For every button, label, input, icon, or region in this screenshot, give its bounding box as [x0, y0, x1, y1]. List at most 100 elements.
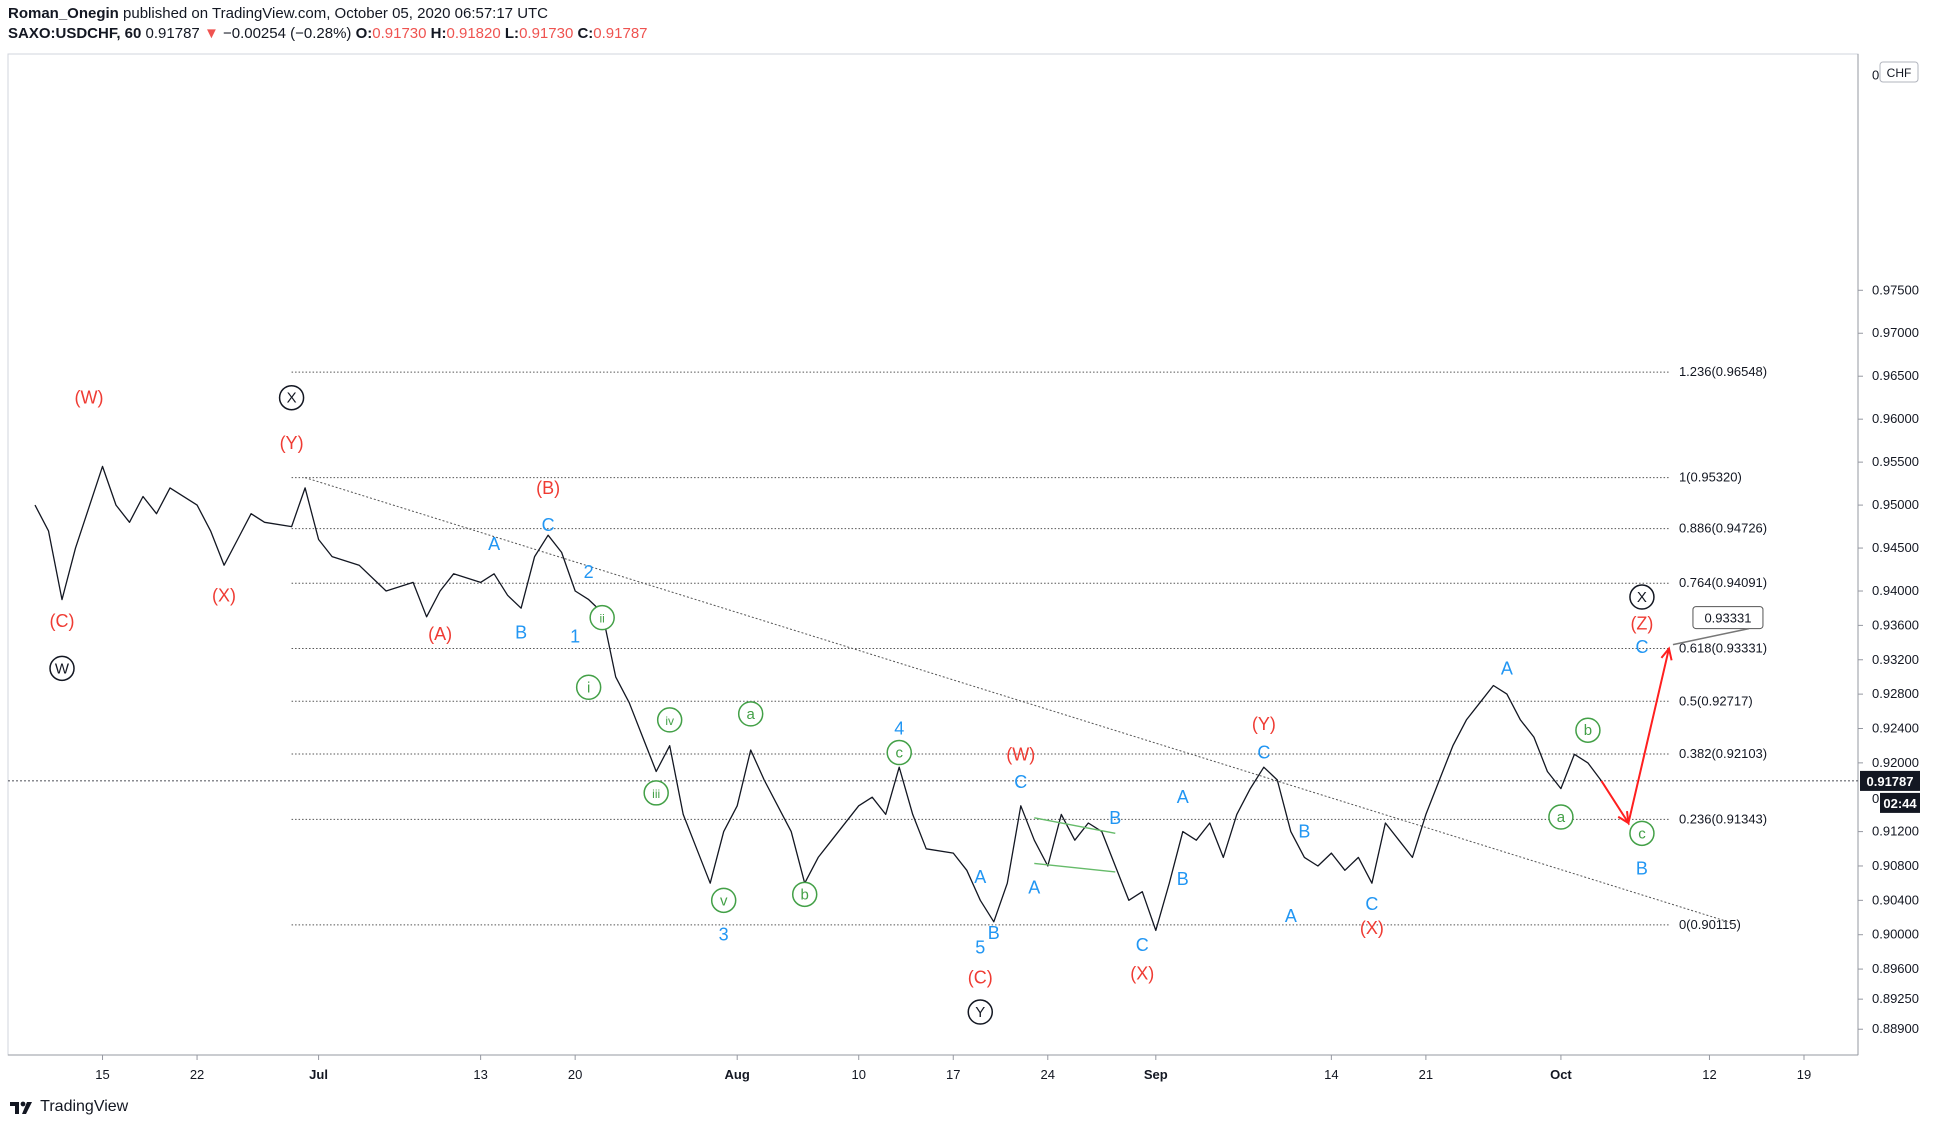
publish-line: Roman_Onegin published on TradingView.co…	[8, 4, 1408, 24]
projection-path	[1600, 648, 1670, 826]
wave-label-circle	[967, 999, 994, 1025]
x-tick-label: 19	[1797, 1067, 1811, 1082]
wave-label: b	[1584, 722, 1592, 739]
publisher-name[interactable]: Roman_Onegin	[8, 5, 119, 22]
wave-labels: (W)(C)W(X)X(Y)(A)AB(B)C21iiiiviiiv3ab4cA…	[49, 384, 1655, 1025]
y-tick-label: 0.93200	[1872, 652, 1919, 667]
wave-label: C	[1635, 637, 1648, 657]
wave-label: 3	[719, 925, 729, 945]
wave-label-circle	[1548, 804, 1574, 830]
trendline-layer	[304, 477, 1737, 925]
fib-level-label: 1(0.95320)	[1679, 470, 1742, 485]
y-tick-label: 0.96500	[1872, 368, 1919, 383]
down-arrow-icon: ▼	[203, 25, 219, 42]
open-label: O:	[355, 25, 373, 42]
wave-label-circle	[1629, 584, 1655, 610]
wave-label: 5	[975, 938, 985, 958]
projection-tag-pointer	[1672, 627, 1750, 646]
projection-arrowhead-up	[1660, 646, 1673, 661]
y-tick-label: 0.90800	[1872, 858, 1919, 873]
wave-label: (X)	[212, 585, 236, 605]
time-axis[interactable]: 15 22 Jul 13 20 Aug 10 17 24 Sep 14 21 Oct 12 19	[95, 1055, 1811, 1082]
wave-label: C	[1257, 743, 1270, 763]
wave-label-circle	[886, 739, 912, 766]
fib-level-label: 0.618(0.93331)	[1679, 640, 1767, 655]
x-tick-label: 13	[473, 1067, 487, 1082]
y-tick-label: 0.90000	[1872, 927, 1919, 942]
wave-label: (C)	[968, 968, 993, 988]
wave-label: B	[1177, 869, 1189, 889]
currency-badge: CHF	[1887, 66, 1912, 80]
price-label-box	[1860, 770, 1920, 791]
wave-label-circle	[278, 384, 305, 411]
price-label: 0.91787	[1867, 774, 1914, 789]
x-tick-label: 10	[851, 1067, 865, 1082]
fib-level-label: 0.764(0.94091)	[1679, 575, 1767, 590]
published-text: published on TradingView.com, October 05…	[123, 5, 549, 22]
projection-arrowhead-down	[1617, 810, 1630, 825]
wave-label-circle	[589, 604, 615, 631]
wave-label: B	[1109, 808, 1121, 828]
y-tick-label: 0.92400	[1872, 720, 1919, 735]
drawing-layer: 0.93331	[1034, 606, 1764, 873]
x-tick-label: 12	[1702, 1067, 1716, 1082]
x-tick-label: 20	[568, 1067, 582, 1082]
fibonacci-levels: 1.236(0.96548) 1(0.95320) 0.886(0.94726) 0.…	[291, 364, 1767, 932]
wave-label: iv	[665, 714, 674, 728]
wave-label: 2	[584, 562, 594, 582]
wave-label: iii	[652, 787, 660, 801]
triangle-line	[1034, 817, 1116, 835]
brand-name: TradingView	[40, 1098, 129, 1116]
symbol-label[interactable]: SAXO:USDCHF, 60	[8, 25, 142, 42]
y-tick-label: 0.94500	[1872, 540, 1919, 555]
countdown: 02:44	[1883, 796, 1917, 811]
wave-label: A	[1501, 658, 1513, 678]
wave-label: (Y)	[280, 433, 304, 453]
y-tick-label: 0.92800	[1872, 686, 1919, 701]
price-series-layer	[8, 465, 1858, 932]
wave-label: C	[542, 515, 555, 535]
wave-label: (Y)	[1252, 714, 1276, 734]
trendline	[304, 477, 1737, 925]
wave-label: A	[1177, 787, 1189, 807]
price-line	[34, 465, 1602, 932]
x-tick-label: 14	[1324, 1067, 1338, 1082]
wave-label: ii	[599, 612, 604, 626]
y-tick-label: 0.97500	[1872, 282, 1919, 297]
projection-tag-box	[1692, 606, 1764, 630]
footer-brand[interactable]: TradingView	[8, 1098, 128, 1116]
fib-level-label: 0.886(0.94726)	[1679, 521, 1767, 536]
wave-label-circle	[575, 674, 602, 701]
y-tick-label: 0.91200	[1872, 824, 1919, 839]
wave-label: c	[1638, 825, 1646, 842]
plot-border	[7, 53, 1859, 1056]
wave-label-circle	[1629, 820, 1655, 847]
y-tick-label-partial: 0	[1872, 67, 1879, 82]
wave-label: (W)	[1006, 744, 1035, 764]
wave-label: W	[55, 660, 70, 677]
fib-level-label: 0.5(0.92717)	[1679, 693, 1753, 708]
ohlc-line: SAXO:USDCHF, 60 0.91787 ▼ −0.00254 (−0.2…	[8, 24, 1408, 44]
wave-label: 1	[570, 627, 580, 647]
wave-label: B	[515, 622, 527, 642]
wave-label-circle	[710, 887, 737, 914]
x-tick-label: 24	[1041, 1067, 1055, 1082]
change-value: −0.00254 (−0.28%)	[222, 25, 352, 42]
x-tick-label: 22	[190, 1067, 204, 1082]
wave-label: B	[1636, 859, 1648, 879]
wave-label-circle	[656, 707, 683, 733]
fib-level-label: 0.236(0.91343)	[1679, 811, 1767, 826]
low-label: L:	[504, 25, 520, 42]
wave-label: (C)	[50, 611, 75, 631]
x-tick-label: Sep	[1144, 1067, 1168, 1082]
wave-label: B	[988, 923, 1000, 943]
wave-label: a	[747, 706, 756, 723]
price-axis[interactable]: 0.97500 0.97000 0.96500 0.96000 0.95500 0.950…	[1858, 61, 1920, 1036]
y-tick-label: 0.94000	[1872, 583, 1919, 598]
close-value: 0.91787	[593, 25, 648, 42]
x-tick-label: Jul	[309, 1067, 328, 1082]
y-tick-label-partial: 0	[1872, 791, 1879, 806]
currency-badge-box	[1879, 61, 1919, 83]
wave-label: A	[1285, 906, 1297, 926]
